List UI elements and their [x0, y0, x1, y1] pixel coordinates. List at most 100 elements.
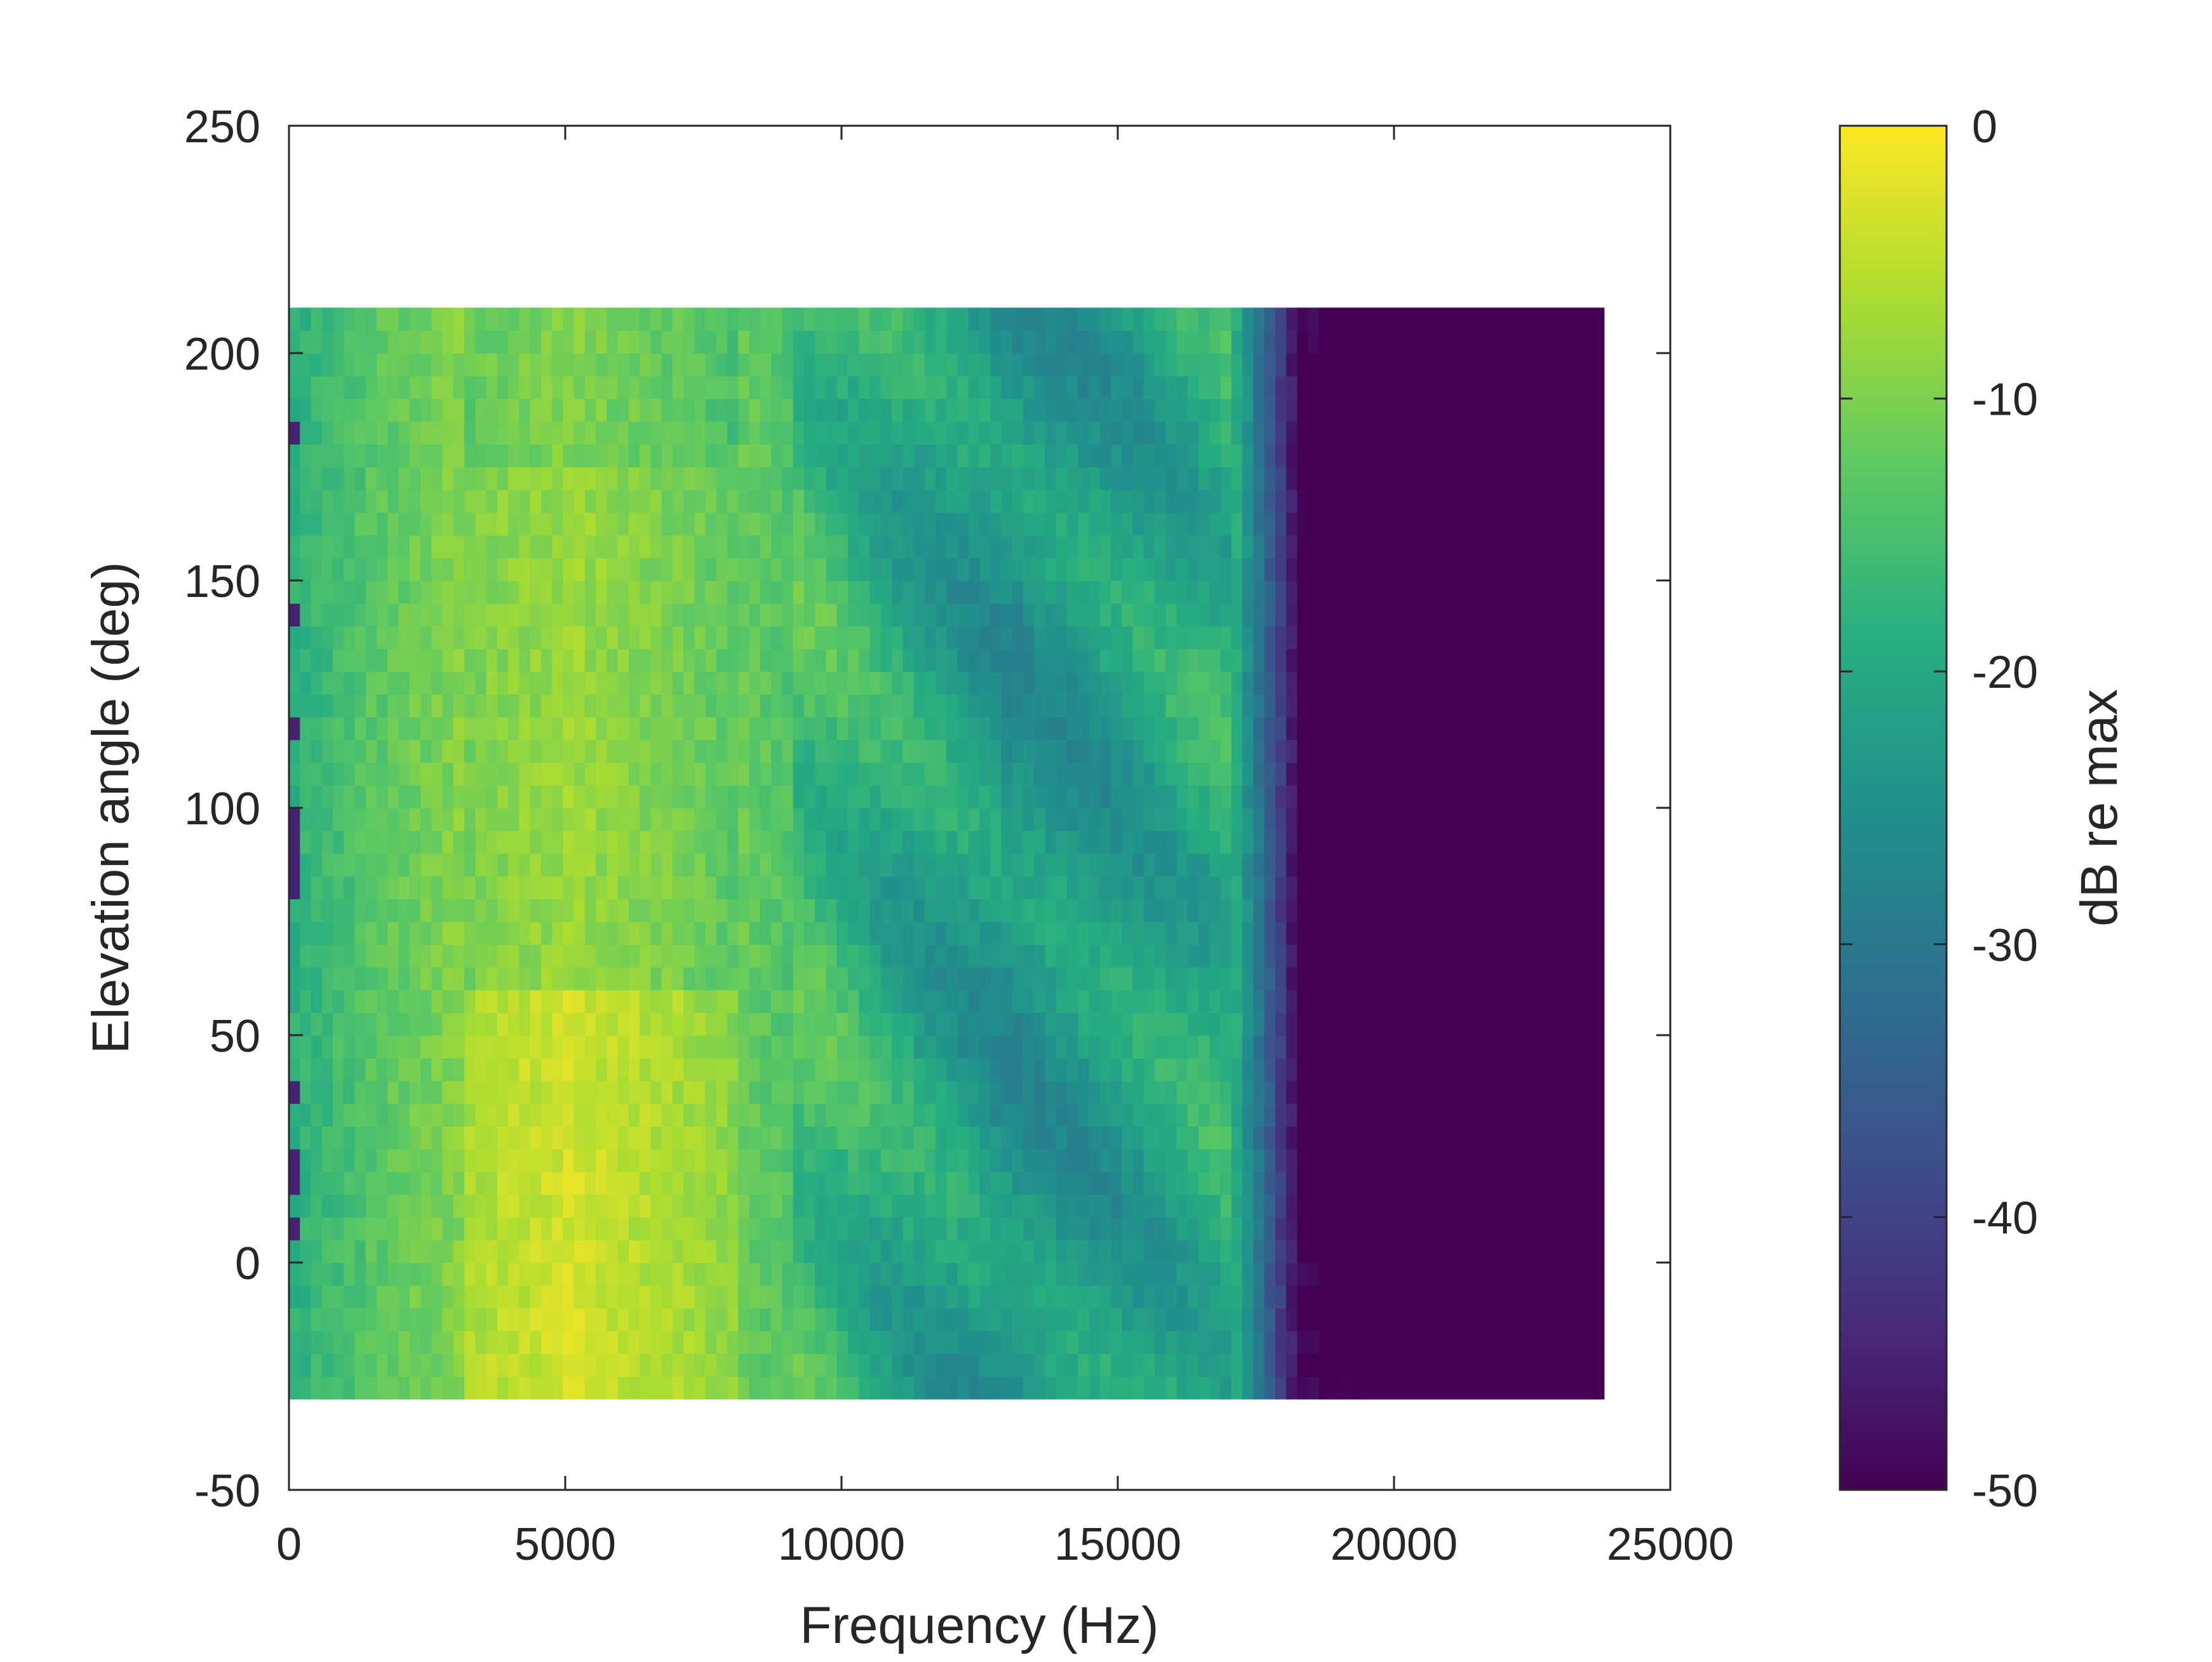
heatmap-cell — [596, 444, 608, 467]
heatmap-cell — [497, 535, 509, 558]
heatmap-cell — [1472, 467, 1484, 490]
heatmap-cell — [530, 762, 542, 786]
heatmap-cell — [1374, 1057, 1386, 1082]
heatmap-cell — [453, 921, 465, 945]
heatmap-cell — [311, 739, 323, 763]
heatmap-cell — [387, 899, 399, 922]
heatmap-cell — [640, 1376, 652, 1400]
heatmap-cell — [628, 1080, 640, 1104]
heatmap-cell — [1078, 1171, 1090, 1195]
heatmap-cell — [1264, 899, 1276, 922]
heatmap-cell — [333, 853, 345, 877]
heatmap-cell — [1374, 1080, 1386, 1104]
heatmap-cell — [913, 1057, 925, 1082]
heatmap-cell — [1143, 1240, 1155, 1263]
heatmap-cell — [1374, 512, 1386, 536]
heatmap-cell — [1001, 899, 1013, 922]
heatmap-cell — [1516, 830, 1528, 854]
heatmap-cell — [1351, 1149, 1364, 1172]
heatmap-cell — [946, 603, 958, 627]
heatmap-cell — [1242, 830, 1254, 854]
heatmap-cell — [1483, 1330, 1495, 1354]
heatmap-cell — [1220, 944, 1232, 968]
heatmap-cell — [1187, 1103, 1199, 1127]
heatmap-cell — [1045, 1194, 1057, 1218]
heatmap-cell — [289, 830, 301, 854]
heatmap-cell — [1407, 648, 1419, 672]
heatmap-cell — [1023, 967, 1035, 991]
heatmap-cell — [1242, 1103, 1254, 1127]
heatmap-cell — [344, 1012, 356, 1036]
heatmap-cell — [760, 1057, 772, 1082]
heatmap-cell — [793, 1263, 805, 1286]
heatmap-cell — [1078, 1240, 1090, 1263]
heatmap-cell — [694, 739, 706, 763]
heatmap-cell — [497, 648, 509, 672]
heatmap-cell — [563, 853, 575, 877]
heatmap-cell — [1231, 1080, 1243, 1104]
heatmap-cell — [387, 1285, 399, 1309]
heatmap-cell — [1428, 1080, 1440, 1104]
heatmap-cell — [617, 580, 629, 604]
heatmap-cell — [661, 1285, 673, 1309]
heatmap-cell — [957, 694, 969, 718]
heatmap-cell — [683, 1012, 695, 1036]
heatmap-cell — [1330, 739, 1342, 763]
heatmap-cell — [453, 853, 465, 877]
heatmap-cell — [442, 853, 454, 877]
heatmap-cell — [738, 1149, 750, 1172]
heatmap-cell — [803, 467, 816, 490]
heatmap-cell — [913, 558, 925, 581]
heatmap-cell — [1132, 671, 1144, 695]
heatmap-cell — [1330, 944, 1342, 968]
heatmap-cell — [749, 853, 761, 877]
heatmap-cell — [924, 899, 936, 922]
heatmap-cell — [1593, 671, 1605, 695]
heatmap-cell — [1439, 899, 1451, 922]
heatmap-cell — [1067, 921, 1079, 945]
heatmap-cell — [771, 1217, 783, 1240]
heatmap-cell — [1286, 1057, 1298, 1082]
heatmap-cell — [1056, 967, 1068, 991]
heatmap-cell — [1318, 808, 1331, 831]
heatmap-cell — [1143, 1057, 1155, 1082]
heatmap-cell — [1198, 1308, 1210, 1332]
heatmap-cell — [1384, 739, 1397, 763]
heatmap-cell — [1362, 1217, 1375, 1240]
heatmap-cell — [1395, 853, 1407, 877]
heatmap-cell — [1099, 1171, 1111, 1195]
heatmap-cell — [1012, 467, 1024, 490]
heatmap-cell — [300, 808, 312, 831]
heatmap-cell — [836, 1171, 848, 1195]
heatmap-cell — [1165, 716, 1177, 741]
heatmap-cell — [1264, 989, 1276, 1013]
heatmap-cell — [661, 876, 673, 899]
heatmap-cell — [573, 899, 586, 922]
heatmap-cell — [1516, 1171, 1528, 1195]
heatmap-cell — [1560, 558, 1572, 581]
heatmap-cell — [409, 1080, 421, 1104]
heatmap-cell — [1045, 1103, 1057, 1127]
heatmap-cell — [1505, 739, 1517, 763]
heatmap-cell — [1428, 1330, 1440, 1354]
heatmap-cell — [398, 1353, 410, 1377]
heatmap-cell — [333, 716, 345, 741]
heatmap-cell — [749, 785, 761, 808]
heatmap-cell — [913, 921, 925, 945]
heatmap-cell — [957, 580, 969, 604]
heatmap-cell — [1089, 512, 1101, 536]
heatmap-cell — [1253, 1353, 1265, 1377]
heatmap-cell — [968, 967, 980, 991]
heatmap-cell — [607, 1057, 619, 1082]
heatmap-cell — [387, 1080, 399, 1104]
heatmap-cell — [617, 921, 629, 945]
heatmap-cell — [1407, 580, 1419, 604]
heatmap-cell — [1155, 921, 1167, 945]
heatmap-cell — [1165, 1240, 1177, 1263]
heatmap-cell — [1505, 1308, 1517, 1332]
heatmap-cell — [1330, 830, 1342, 854]
heatmap-cell — [584, 1217, 596, 1240]
heatmap-cell — [1494, 716, 1506, 741]
heatmap-cell — [1078, 1103, 1090, 1127]
heatmap-cell — [1560, 1171, 1572, 1195]
